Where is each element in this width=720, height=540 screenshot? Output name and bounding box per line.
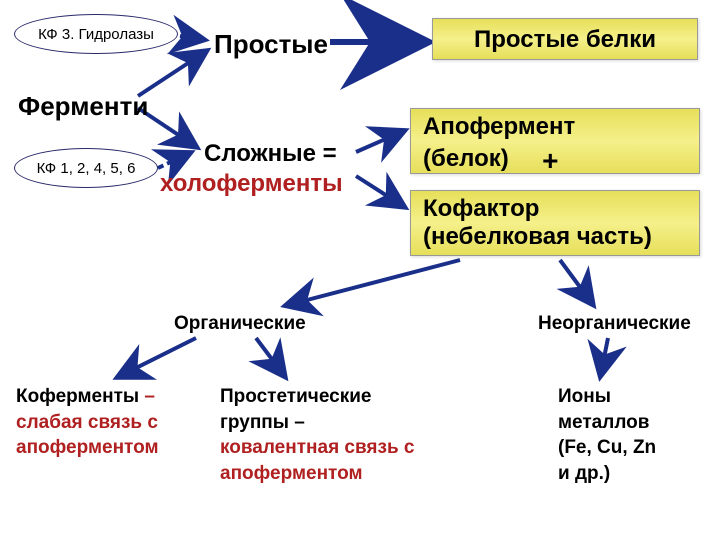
- box-kofaktor: Кофактор (небелковая часть): [410, 190, 700, 256]
- kofer-l2: слабая связь с: [16, 412, 158, 433]
- kofer-l3: апоферментом: [16, 437, 159, 458]
- label-prostye: Простые: [214, 28, 328, 62]
- kofer-l1: Коферменты –: [16, 386, 155, 407]
- prost-l1: Простетические: [220, 386, 371, 407]
- text-kofermenti: Коферменты – слабая связь с апоферментом: [16, 384, 159, 461]
- text-iony: Ионы металлов (Fe, Cu, Zn и др.): [558, 384, 656, 487]
- iony-l1: Ионы: [558, 386, 611, 407]
- prost-l2: группы –: [220, 412, 305, 433]
- label-organic: Органические: [174, 312, 306, 337]
- box-apoferment: Апофермент (белок) +: [410, 108, 700, 174]
- ellipse-kf3-text: КФ 3. Гидролазы: [38, 26, 154, 43]
- prost-l3: ковалентная связь с: [220, 437, 415, 458]
- iony-l2: металлов: [558, 412, 649, 433]
- label-slozhnye2: холоферменты: [160, 168, 343, 199]
- ellipse-kf3: КФ 3. Гидролазы: [14, 14, 178, 54]
- kofaktor-l1: Кофактор: [423, 195, 687, 223]
- label-fermenti: Ферменти: [18, 90, 148, 124]
- iony-l4: и др.): [558, 463, 610, 484]
- iony-l3: (Fe, Cu, Zn: [558, 437, 656, 458]
- box-prostye-belki: Простые белки: [432, 18, 698, 60]
- apoferment-l1: Апофермент: [423, 113, 687, 141]
- ellipse-kf12456-text: КФ 1, 2, 4, 5, 6: [37, 160, 136, 177]
- label-slozhnye1: Сложные =: [204, 138, 337, 169]
- kofaktor-l2: (небелковая часть): [423, 223, 687, 251]
- ellipse-kf12456: КФ 1, 2, 4, 5, 6: [14, 148, 158, 188]
- apoferment-l2: (белок) +: [423, 141, 687, 173]
- label-inorganic: Неорганические: [538, 312, 691, 337]
- text-prostetich: Простетические группы – ковалентная связ…: [220, 384, 415, 487]
- prost-l4: апоферментом: [220, 463, 363, 484]
- box-prostye-belki-text: Простые белки: [474, 26, 656, 53]
